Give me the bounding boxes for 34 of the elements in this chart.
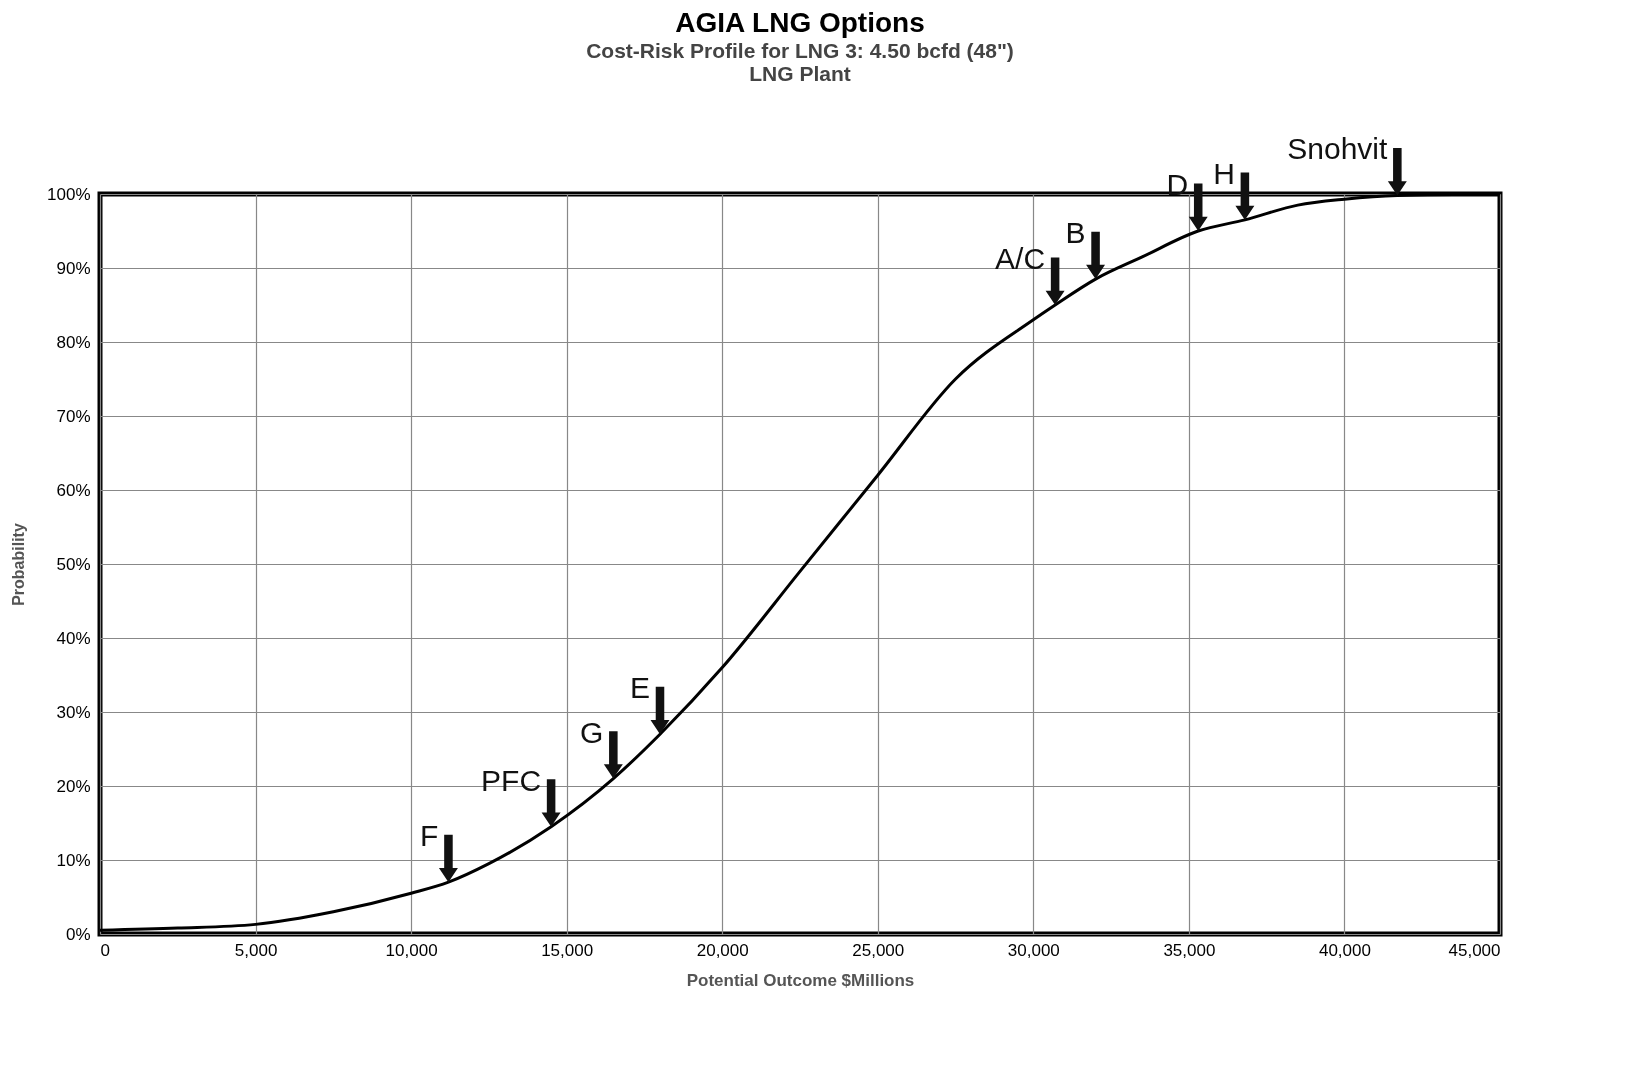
x-tick-label: 20,000 xyxy=(696,940,749,960)
y-tick-label: 90% xyxy=(56,258,91,278)
annotation: Snohvit xyxy=(1287,132,1388,166)
y-tick-label: 0% xyxy=(65,924,91,944)
y-tick-label: 60% xyxy=(56,480,91,500)
annotation: F xyxy=(420,819,439,853)
y-tick-label: 20% xyxy=(56,776,91,796)
x-tick-label: 15,000 xyxy=(541,940,594,960)
annotation: E xyxy=(629,671,650,705)
x-tick-label: 45,000 xyxy=(1448,940,1501,960)
chart-title: AGIA LNG Options xyxy=(675,7,925,39)
line-series xyxy=(100,194,1500,932)
y-tick-label: 70% xyxy=(56,406,91,426)
y-tick-label: 40% xyxy=(56,628,91,648)
annotation: B xyxy=(1065,216,1086,250)
x-tick-label: 40,000 xyxy=(1318,940,1371,960)
x-tick-label: 25,000 xyxy=(852,940,905,960)
annotation: G xyxy=(579,715,604,749)
annotation: PFC xyxy=(481,763,542,797)
x-tick-label: 5,000 xyxy=(234,940,278,960)
y-tick-label: 10% xyxy=(56,850,91,870)
x-tick-label: 10,000 xyxy=(385,940,438,960)
y-tick-label: 100% xyxy=(47,184,91,204)
x-tick-label: 0 xyxy=(100,940,110,960)
x-axis-title: Potential Outcome $Millions xyxy=(686,970,915,990)
y-tick-label: 80% xyxy=(56,332,91,352)
y-axis-title: Probability xyxy=(10,523,28,606)
x-tick-label: 35,000 xyxy=(1163,940,1216,960)
y-tick-label: 30% xyxy=(56,702,91,722)
chart-subtitle: Cost-Risk Profile for LNG 3: 4.50 bcfd (48") LNG Plant xyxy=(586,39,1014,86)
annotation: A/C xyxy=(995,242,1046,275)
annotation: H xyxy=(1213,156,1235,190)
y-tick-label: 50% xyxy=(56,554,91,574)
x-tick-label: 30,000 xyxy=(1007,940,1060,960)
